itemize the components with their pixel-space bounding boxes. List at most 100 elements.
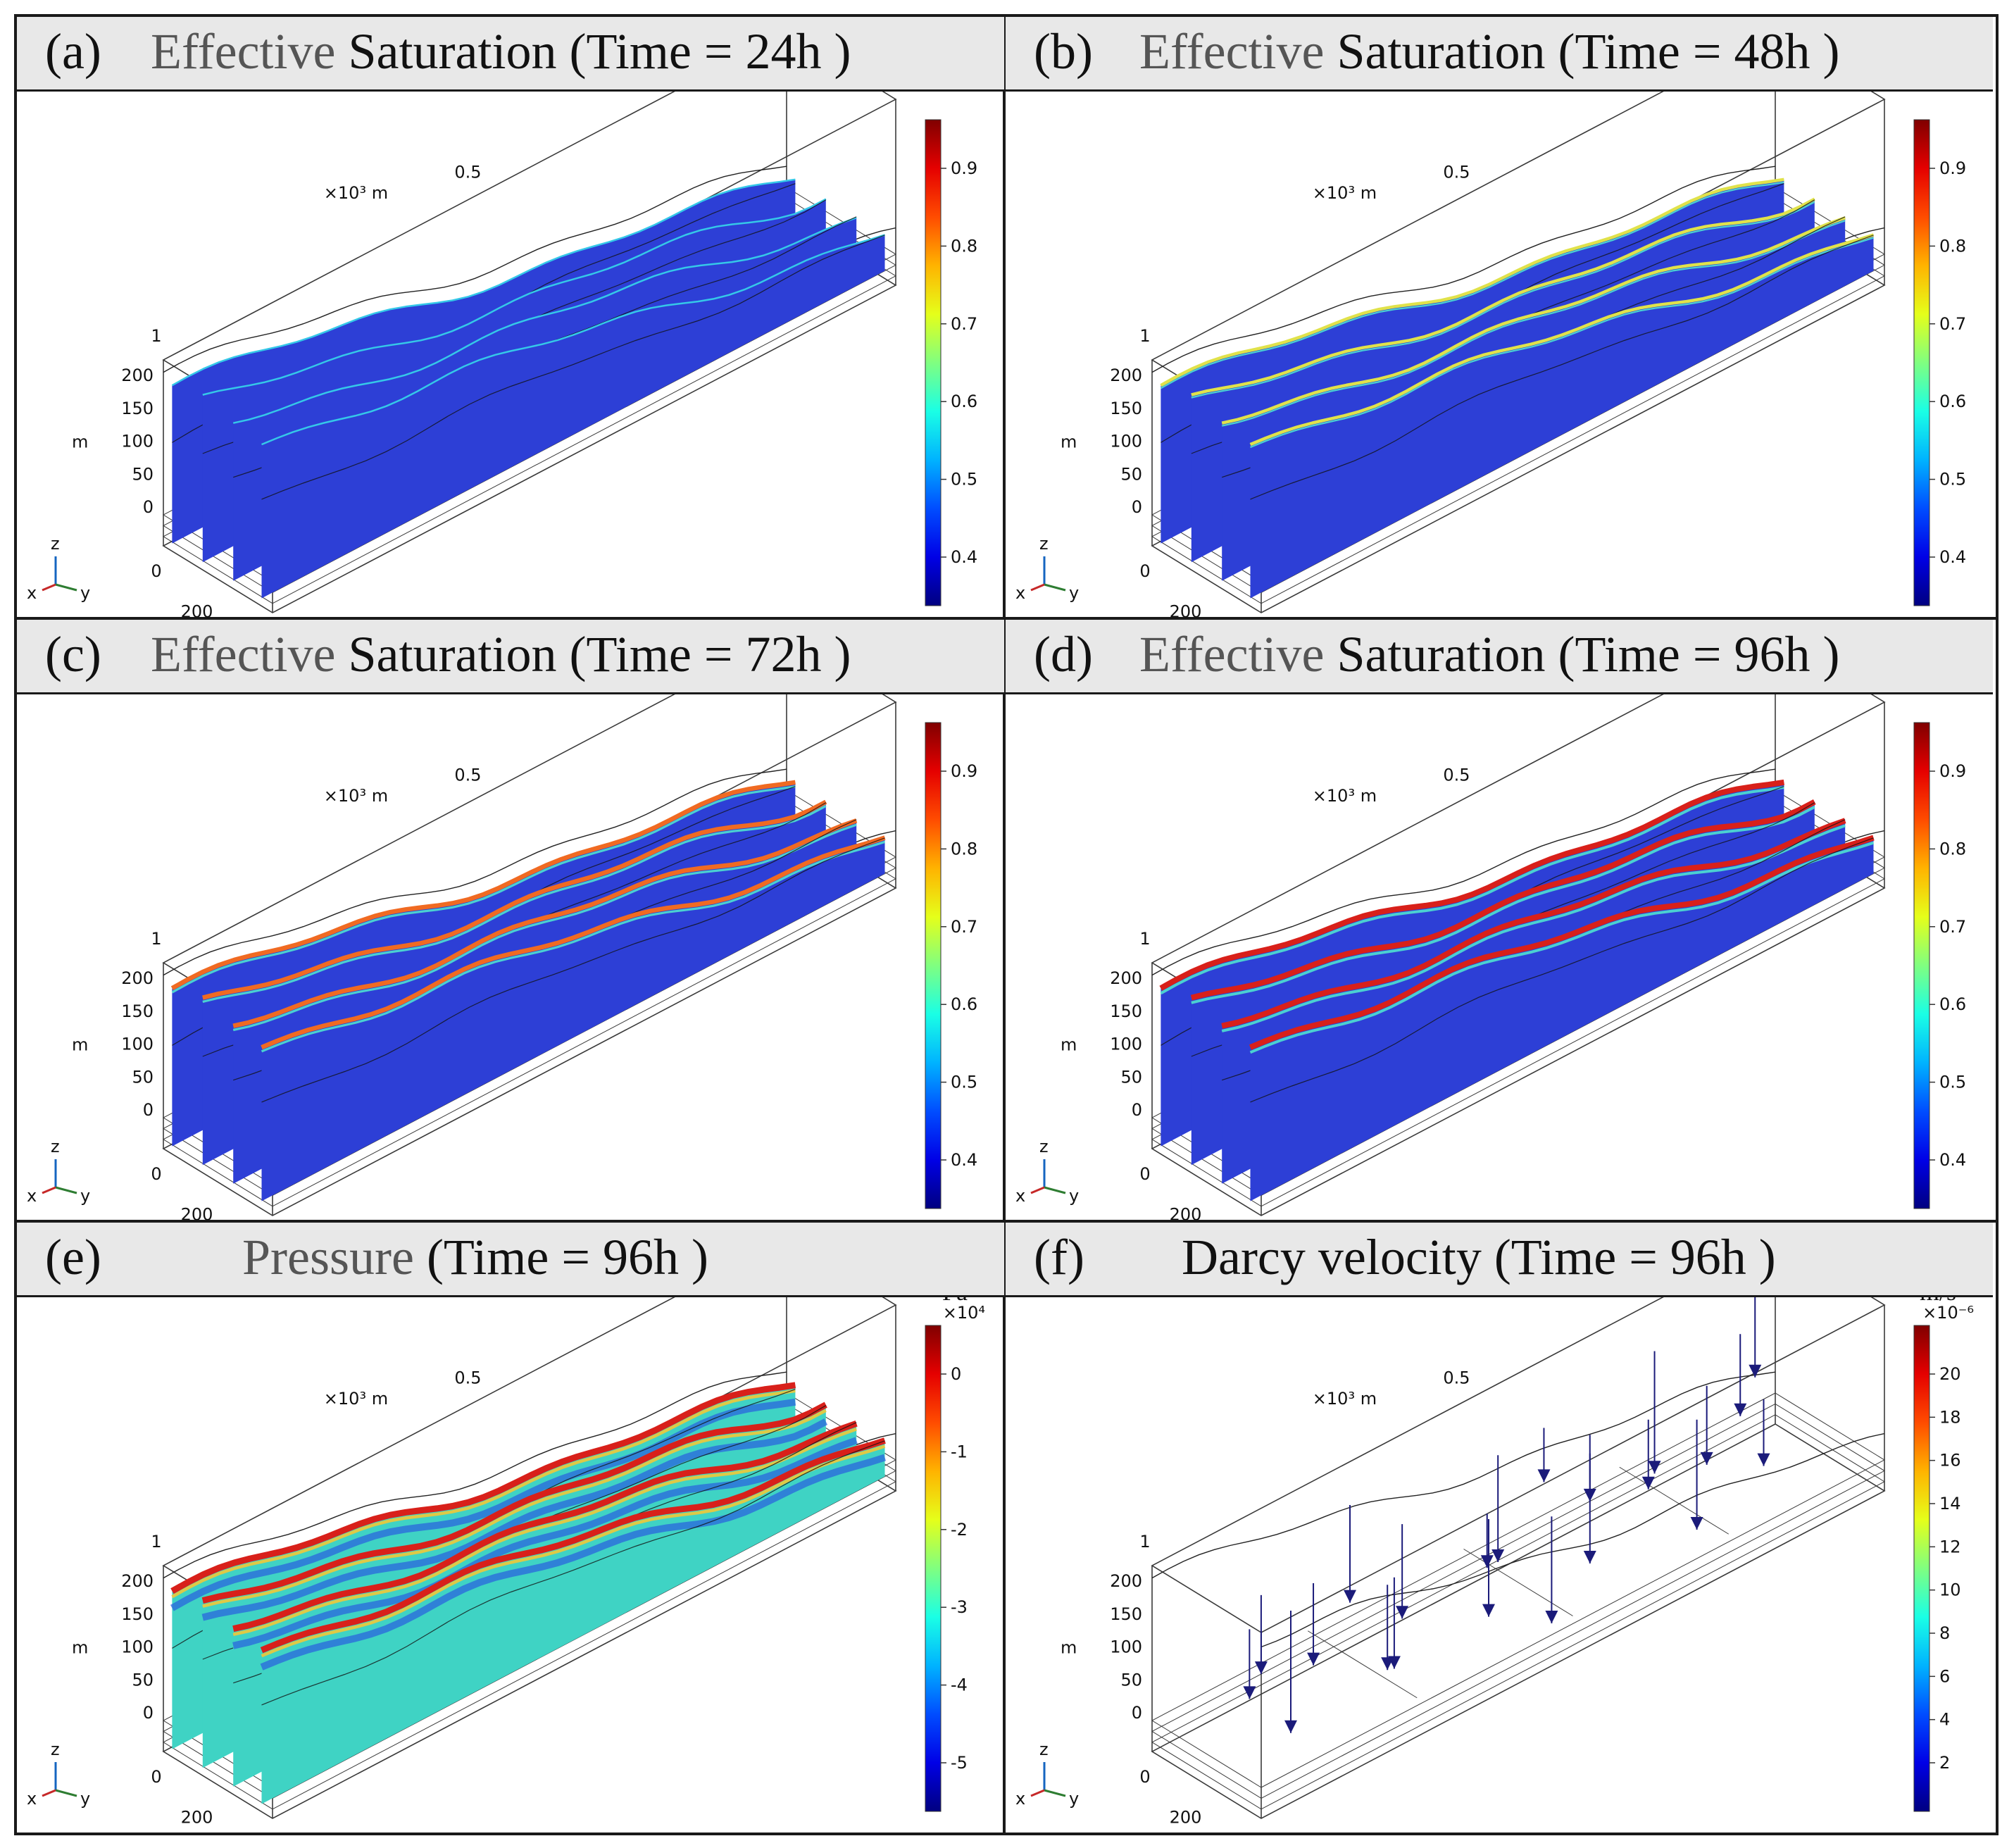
plot-area: 10.50×10³ m200150100500m0200400mzxy0.90.… [1006,92,1993,620]
surface-band [261,234,885,446]
z-axis-unit: m [1061,1638,1077,1658]
colorbar-tick-label: 0.7 [1939,314,1966,334]
colorbar-tick-label: 0.4 [951,1150,977,1170]
surface-band-inner [1221,824,1846,1032]
panel-header: (f) Darcy velocity (Time = 96h ) [1006,1223,1993,1297]
colorbar-tick-label: -4 [951,1675,968,1695]
colorbar-tick-label: 0.4 [951,547,977,567]
colorbar-tick-label: 0.5 [951,470,977,489]
z-tick-label: 0 [1132,1100,1142,1120]
colorbar: 0.9 0.8 0.7 0.6 0.5 0.4 [1913,119,1966,606]
surface-band [170,1382,796,1594]
triad-y-label: y [1069,1186,1079,1206]
velocity-arrow-head [1648,1461,1661,1474]
triad-x-axis [42,1789,56,1797]
title-part2: (Time = 96h ) [426,1229,708,1285]
panel-title: Effective Saturation (Time = 96h ) [1139,625,1839,684]
colorbar-tick-label: 14 [1939,1494,1961,1513]
y-tick-label: 0 [151,1767,161,1787]
velocity-arrow-head [1480,1555,1494,1568]
surface-band [1191,197,1815,397]
terrain-edge-line [163,1371,787,1579]
title-part1: Effective [1139,23,1325,80]
velocity-arrow-head [1491,1549,1505,1562]
surface-band-inner [1160,786,1784,995]
triad-x-label: x [27,583,37,603]
y-tick-label: 200 [181,1205,213,1223]
x-tick-label: 1 [151,1532,161,1552]
plot-svg: 10.50×10³ m200150100500m0200400mzxy20181… [1015,1297,1974,1826]
colorbar-tick-label: 0.8 [951,839,977,859]
colorbar-gradient [925,119,942,606]
colorbar-tick-label: -1 [951,1442,968,1461]
triad-z-label: z [51,1740,60,1759]
surface-band-inner [202,804,827,1003]
plot-svg: 10.50×10³ m200150100500m0200400mzxy0.90.… [1015,92,1966,620]
colorbar: 0.9 0.8 0.7 0.6 0.5 0.4 [925,119,977,606]
surface-band-inner [232,1428,857,1636]
panel-header: (d) Effective Saturation (Time = 96h ) [1006,620,1993,694]
slice-contour-line [261,235,885,500]
z-axis-unit: m [72,1035,88,1055]
panel-title: Darcy velocity (Time = 96h ) [1182,1228,1776,1287]
y-tick-label: 200 [181,1808,213,1826]
triad-y-axis [55,1789,77,1797]
slice-fill [261,235,885,599]
terrain-outline [1151,1371,1885,1648]
figure-frame [14,14,1999,1835]
surface-band [232,1420,858,1632]
colorbar-tick-label: 12 [1939,1537,1961,1556]
triad-y-label: y [80,1789,90,1809]
surface-band [171,178,796,387]
colorbar-tick-label: 6 [1939,1666,1950,1686]
x-axis-unit: ×10³ m [324,1389,388,1409]
triad-x-axis [42,583,56,592]
panel-c: (c) Effective Saturation (Time = 72h ) 1… [17,620,1004,1223]
title-part2: (Time = 96h ) [1494,1229,1776,1285]
triad-x-label: x [1015,1789,1025,1809]
triad-x-label: x [27,1789,37,1809]
panel-b: (b) Effective Saturation (Time = 48h ) 1… [1006,17,1993,620]
surface-band-inner [1249,841,1875,1054]
colorbar-tick-label: 4 [1939,1710,1950,1730]
triad-y-label: y [1069,1789,1079,1809]
z-axis-unit: m [1061,432,1077,452]
velocity-arrow-head [1641,1476,1655,1490]
triad-z-label: z [1039,1740,1049,1759]
plot-svg: 10.50×10³ m200150100500m0200400mzxy0.90.… [27,694,977,1223]
cross-section-slice [1249,835,1875,1201]
title-part1: Effective [151,23,336,80]
terrain-edge-line [163,166,787,373]
z-tick-label: 100 [1110,1637,1142,1657]
y-tick-label: 0 [151,1164,161,1184]
y-tick-label: 0 [151,561,161,581]
column-divider [1003,14,1006,1835]
colorbar-tick-label: 0.5 [1939,470,1966,489]
axis-triad: z x y [27,1740,90,1809]
surface-band [1160,177,1784,387]
z-tick-label: 0 [1132,1703,1142,1723]
z-tick-label: 50 [132,1670,154,1690]
z-tick-label: 0 [143,1100,154,1120]
terrain-edge-line [1151,1371,1776,1579]
colorbar-tick-label: -2 [951,1520,968,1540]
title-part1: Pressure [242,1229,414,1285]
z-tick-label: 100 [121,432,154,451]
plot-area: 10.50×10³ m200150100500m0200400mzxy0.90.… [1006,694,1993,1223]
triad-x-label: x [27,1186,37,1206]
z-tick-label: 200 [121,366,154,385]
plot-svg: 10.50×10³ m200150100500m0200400mzxy0.90.… [1015,694,1966,1223]
surface-band-inner [1191,806,1815,1004]
colorbar-tick-label: -5 [951,1753,968,1773]
y-tick-label: 200 [1170,1808,1202,1826]
surface-band [202,799,827,1000]
floor-grid-line [1619,1466,1730,1535]
velocity-arrow-head [1307,1652,1320,1666]
panel-title: Effective Saturation (Time = 72h ) [151,625,851,684]
velocity-arrow-head [1254,1661,1268,1675]
x-tick-label: 1 [1139,929,1150,949]
floor-grid-line [1307,1630,1418,1699]
panel-tag: (c) [45,626,101,682]
z-tick-label: 50 [1120,1670,1142,1690]
colorbar-tick-label: 20 [1939,1364,1961,1384]
